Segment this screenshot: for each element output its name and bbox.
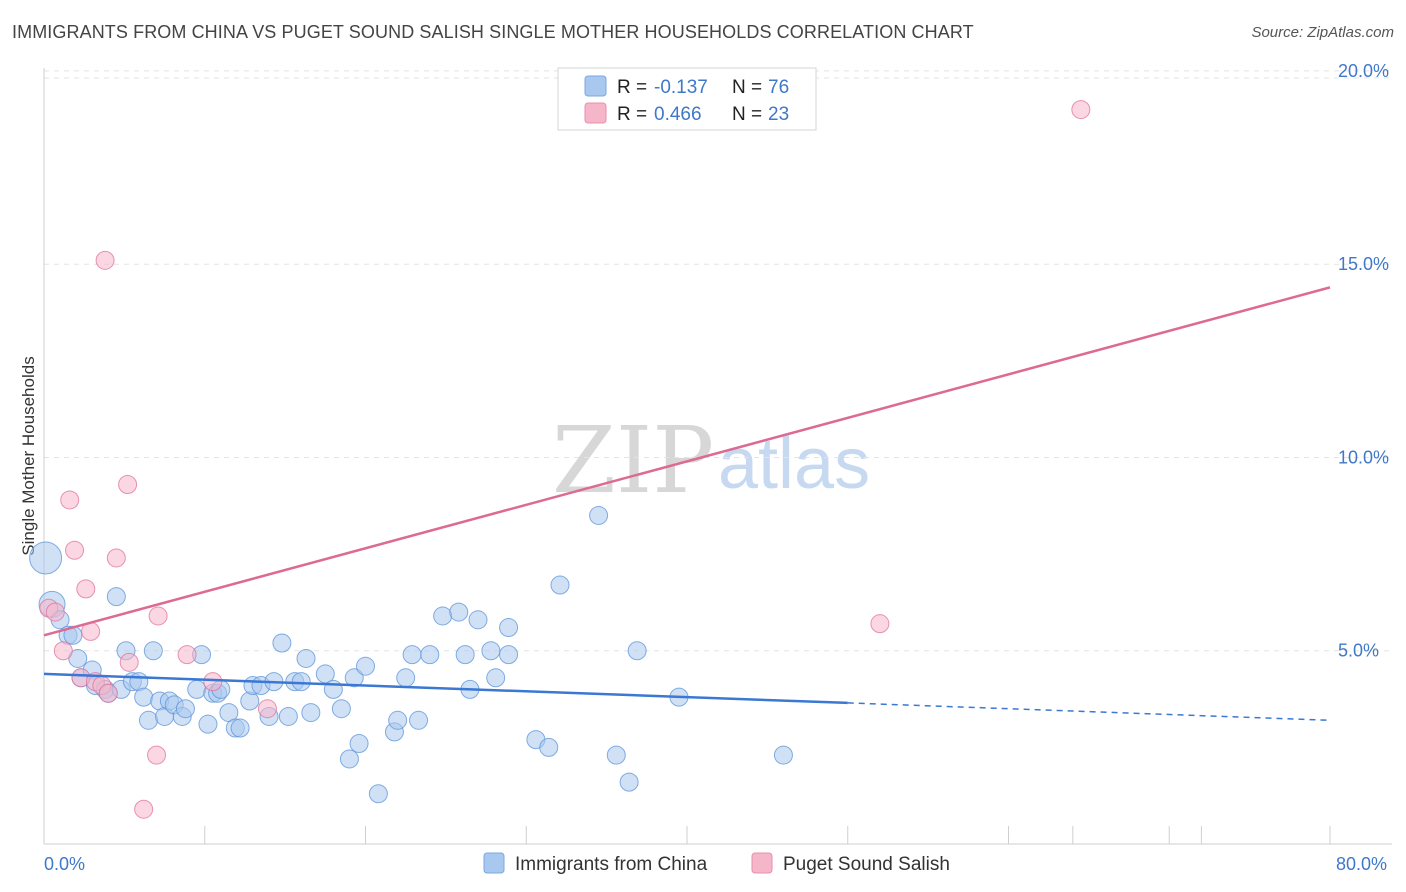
china-point xyxy=(481,641,501,661)
legend-r-label-china: R = xyxy=(617,77,647,98)
y-axis-label: Single Mother Households xyxy=(19,356,38,555)
top-legend: R = -0.137 N = 76 R = 0.466 N = 23 xyxy=(557,67,817,131)
salish-point xyxy=(98,683,118,703)
salish-point xyxy=(870,614,890,634)
salish-point xyxy=(1071,100,1091,120)
salish-point xyxy=(119,652,139,672)
china-point xyxy=(296,648,316,668)
china-point xyxy=(402,645,422,665)
salish-trend-line xyxy=(43,286,1331,637)
china-point xyxy=(134,687,154,707)
x-axis-ticks xyxy=(204,826,1331,844)
salish-point xyxy=(177,645,197,665)
china-point xyxy=(301,703,321,723)
salish-point xyxy=(134,799,154,819)
salish-point xyxy=(53,641,73,661)
china-point xyxy=(331,699,351,719)
legend-swatch-china xyxy=(584,75,607,97)
china-point xyxy=(278,706,298,726)
bottom-legend: Immigrants from China Puget Sound Salish xyxy=(483,852,950,875)
china-point xyxy=(272,633,292,653)
grid-lines xyxy=(44,70,1392,652)
china-trend-line-dashed xyxy=(847,702,1331,722)
legend-swatch-salish xyxy=(584,102,607,124)
salish-point xyxy=(203,672,223,692)
trend-lines xyxy=(43,286,1331,722)
china-point xyxy=(420,645,440,665)
salish-point xyxy=(76,579,96,599)
salish-point xyxy=(148,606,168,626)
salish-point xyxy=(60,490,80,510)
china-point xyxy=(198,714,218,734)
data-points xyxy=(29,100,1091,819)
watermark: ZIP atlas xyxy=(552,407,870,514)
legend-r-value-china: -0.137 xyxy=(654,77,708,98)
china-point xyxy=(433,606,453,626)
salish-point xyxy=(95,250,115,270)
china-point xyxy=(29,541,63,575)
salish-point xyxy=(45,602,65,622)
legend-n-value-china: 76 xyxy=(768,77,789,98)
y-tick-label: 5.0% xyxy=(1338,641,1379,661)
china-point xyxy=(175,699,195,719)
china-point xyxy=(368,784,388,804)
china-point xyxy=(240,691,260,711)
legend-r-value-salish: 0.466 xyxy=(654,104,702,125)
china-point xyxy=(468,610,488,630)
bottom-legend-swatch-salish xyxy=(751,852,773,874)
y-tick-label: 10.0% xyxy=(1338,447,1389,467)
salish-point xyxy=(257,699,277,719)
bottom-legend-label-salish: Puget Sound Salish xyxy=(783,854,950,875)
china-point xyxy=(349,734,369,753)
china-point xyxy=(396,668,416,688)
bottom-legend-swatch-china xyxy=(483,852,505,874)
y-tick-label: 15.0% xyxy=(1338,254,1389,274)
bottom-legend-label-china: Immigrants from China xyxy=(515,854,708,875)
china-point xyxy=(143,641,163,661)
china-point xyxy=(449,602,469,622)
legend-n-value-salish: 23 xyxy=(768,104,789,125)
salish-point xyxy=(118,475,138,495)
china-trend-line xyxy=(43,672,848,705)
watermark-atlas: atlas xyxy=(718,424,870,504)
legend-n-label-china: N = xyxy=(732,77,762,98)
legend-r-label-salish: R = xyxy=(617,104,647,125)
china-point xyxy=(388,710,408,730)
china-point xyxy=(619,772,639,792)
chart-source: Source: ZipAtlas.com xyxy=(1251,24,1394,41)
china-point xyxy=(589,505,609,525)
china-point xyxy=(773,745,793,765)
legend-n-label-salish: N = xyxy=(732,104,762,125)
china-point xyxy=(455,645,475,665)
china-point xyxy=(187,679,207,699)
china-point xyxy=(486,668,506,688)
china-point xyxy=(356,656,375,676)
china-point xyxy=(606,745,626,765)
china-point xyxy=(627,641,647,661)
china-point xyxy=(339,749,359,769)
china-point xyxy=(409,710,429,730)
china-point xyxy=(499,618,519,638)
china-point xyxy=(291,672,311,692)
china-point xyxy=(230,718,250,738)
x-tick-label-min: 0.0% xyxy=(44,854,85,874)
y-axis-tick-labels: 5.0% 10.0% 15.0% 20.0% xyxy=(1338,61,1389,661)
china-point xyxy=(550,575,570,595)
x-tick-label-max: 80.0% xyxy=(1336,854,1387,874)
china-point xyxy=(499,645,519,665)
salish-point xyxy=(106,548,126,568)
china-point xyxy=(344,668,364,688)
china-point xyxy=(539,737,559,757)
y-tick-label: 20.0% xyxy=(1338,61,1389,81)
salish-point xyxy=(147,745,167,765)
china-point xyxy=(106,587,126,607)
salish-point xyxy=(65,540,85,560)
chart-title: IMMIGRANTS FROM CHINA VS PUGET SOUND SAL… xyxy=(12,22,974,42)
china-point xyxy=(138,710,158,730)
